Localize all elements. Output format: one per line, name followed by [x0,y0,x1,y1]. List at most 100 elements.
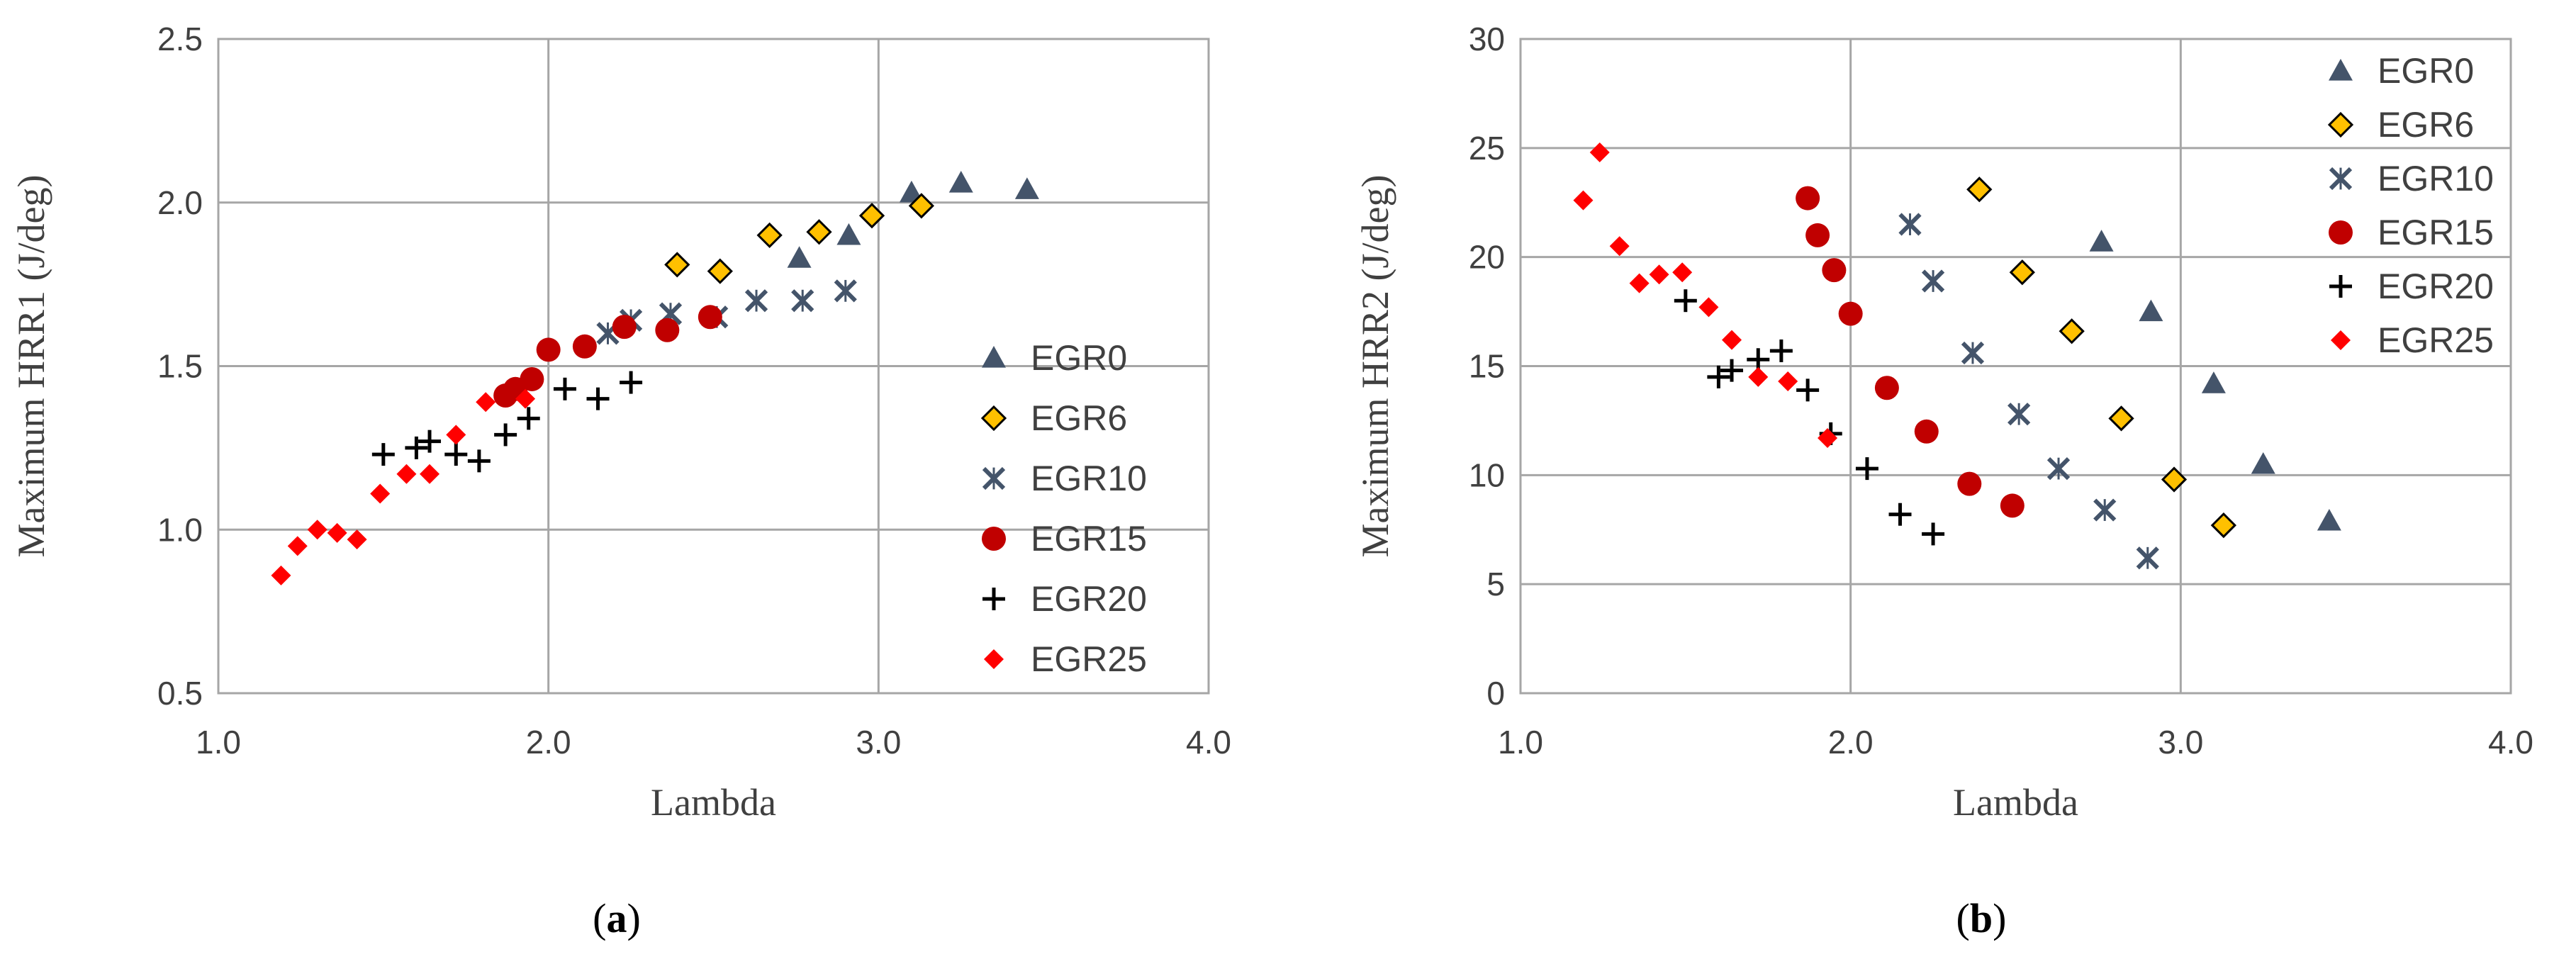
legend-label: EGR6 [2378,105,2474,145]
x-tick-label: 3.0 [2158,724,2203,761]
panel-caption: (b) [1956,895,2007,941]
data-point [1921,269,1945,293]
legend-marker [2329,220,2353,245]
data-point [1966,176,1993,203]
data-point [2201,371,2226,393]
data-point [1805,223,1830,247]
series-egr15 [493,305,722,408]
data-point [1589,142,1610,162]
data-point [744,289,768,313]
legend-label: EGR15 [1031,519,1147,559]
x-axis-title: Lambda [651,781,776,824]
legend-label: EGR15 [2378,213,2494,252]
data-point [1748,366,1769,387]
legend-label: EGR20 [1031,579,1147,619]
series-egr6 [1966,176,2236,539]
panel-b: 0 5 10 15 20 25 30 1.0 2.0 3.0 4.0 Lambda Maximum HR… [1354,21,2533,941]
legend-label: EGR25 [2378,320,2494,360]
y-tick-label: 0.5 [157,675,203,712]
y-tick-label: 2.5 [157,21,203,57]
series-egr0 [2089,230,2341,531]
data-point [834,279,857,303]
data-point [371,443,395,466]
data-point [1855,457,1878,481]
legend-label: EGR10 [1031,459,1147,498]
data-point [307,520,327,540]
x-tick-label: 2.0 [526,724,571,761]
legend: EGR0 EGR6 EGR10 EGR15 EGR20 EGR25 [980,338,1147,679]
data-point [2251,452,2275,474]
data-point [791,289,814,313]
caption-close: ) [1993,895,2006,941]
data-point [698,305,722,330]
x-tick-label: 2.0 [1828,724,1874,761]
legend-marker [982,466,1006,490]
data-point [1888,503,1912,526]
data-point [418,430,442,453]
data-point [536,337,561,362]
panel-a: 0.5 1.0 1.5 2.0 2.5 1.0 2.0 3.0 4.0 Lambda Maximum… [10,21,1231,941]
data-point [517,407,540,430]
data-point [2317,508,2341,531]
data-point [1674,289,1697,313]
series-egr15 [1796,186,2025,518]
data-point [664,252,690,278]
data-point [520,366,544,391]
data-point [2059,318,2085,344]
y-axis-title: Maximum HRR1 (J/deg) [10,175,52,558]
caption-letter: a [607,895,627,941]
caption-letter: b [1970,895,1993,941]
data-point [553,377,576,400]
legend-marker [2329,59,2353,81]
data-point [2009,259,2035,286]
data-point [396,464,417,484]
data-point [1874,376,1899,400]
legend: EGR0 EGR6 EGR10 EGR15 EGR20 EGR25 [2327,51,2494,360]
data-point [572,334,597,359]
data-point [612,315,637,340]
data-point [2093,498,2117,522]
x-tick-label: 4.0 [1186,724,1231,761]
legend-label: EGR20 [2378,267,2494,306]
data-point [2089,230,2114,252]
panel-caption: (a) [593,895,641,941]
data-point [836,223,861,245]
data-point [1838,301,1863,326]
data-point [1961,341,1985,365]
legend-marker [980,405,1007,432]
data-point [444,443,468,466]
data-point [806,219,832,245]
data-point [515,388,536,409]
x-axis-title: Lambda [1953,781,2078,824]
data-point [1818,428,1838,449]
data-point [2139,299,2163,322]
legend-marker [2329,275,2352,298]
legend-label: EGR10 [2378,159,2494,198]
data-point [1822,258,1847,283]
data-point [858,203,885,229]
y-tick-label: 20 [1469,239,1505,276]
data-point [707,258,733,284]
legend-label: EGR6 [1031,398,1127,438]
data-point [1722,330,1742,350]
y-tick-label: 5 [1486,566,1505,602]
data-point [467,449,491,473]
data-point [347,529,367,550]
data-point [370,483,391,504]
x-tick-label: 1.0 [1498,724,1543,761]
data-point [586,387,610,410]
data-point [446,425,466,445]
data-point [476,392,496,413]
data-point [948,171,973,193]
data-point [271,565,291,585]
y-tick-label: 2.0 [157,184,203,221]
x-tick-label: 3.0 [856,724,901,761]
y-tick-label: 25 [1469,130,1505,167]
data-point [2007,403,2031,426]
legend-label: EGR0 [2378,51,2474,91]
data-point [420,464,440,484]
series-egr25 [1573,142,1838,449]
data-point [405,436,428,459]
data-point [620,371,643,394]
